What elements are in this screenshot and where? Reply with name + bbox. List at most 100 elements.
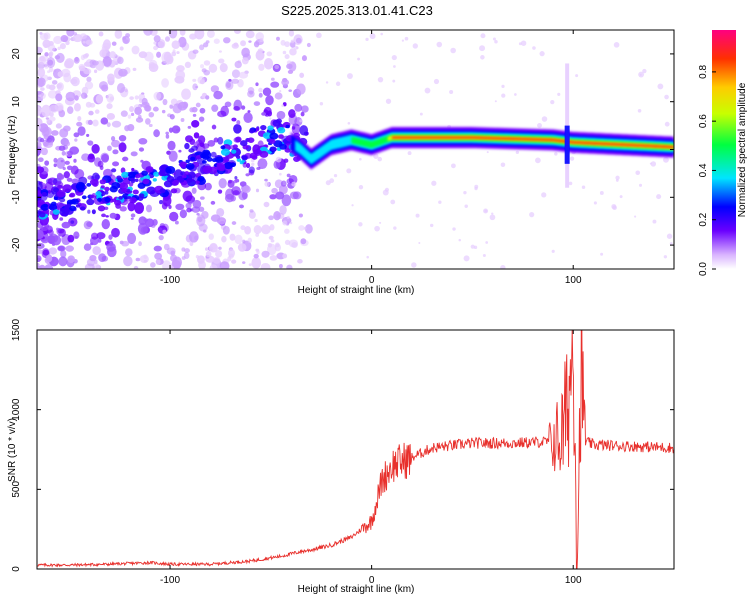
spectral-blob xyxy=(380,32,383,36)
spectral-blob xyxy=(210,151,217,158)
spectral-blob xyxy=(185,162,195,170)
spectral-blob xyxy=(57,228,65,234)
spectral-blob xyxy=(486,151,489,154)
spectral-blob xyxy=(306,42,311,48)
spectral-blob xyxy=(47,43,56,52)
spectral-blob xyxy=(127,171,137,179)
spectral-blob xyxy=(82,40,86,44)
spectral-blob xyxy=(266,51,273,57)
spectral-blob xyxy=(135,117,144,123)
spectral-blob xyxy=(44,52,49,57)
spectral-blob xyxy=(210,200,216,205)
spectral-blob xyxy=(197,255,205,264)
spectral-blob xyxy=(249,209,254,213)
spectral-blob xyxy=(237,243,247,252)
spectral-blob xyxy=(255,248,260,252)
spectral-blob xyxy=(37,166,45,174)
spectral-blob xyxy=(101,213,106,218)
spectral-blob xyxy=(51,130,59,136)
spectral-blob xyxy=(245,30,255,39)
spectral-blob xyxy=(138,241,142,247)
spectral-blob xyxy=(130,151,138,157)
spectral-blob xyxy=(199,107,206,114)
spectral-blob xyxy=(241,191,248,200)
spectral-blob xyxy=(194,30,205,40)
spectral-blob xyxy=(450,47,456,54)
spectral-blob xyxy=(179,209,187,219)
spectral-blob xyxy=(67,234,75,243)
spectral-blob xyxy=(48,233,59,243)
spectral-blob xyxy=(48,51,54,57)
spectral-blob xyxy=(192,78,197,82)
spectral-blob xyxy=(269,255,278,261)
spectral-blob xyxy=(39,212,46,218)
spectral-blob xyxy=(664,121,670,127)
spectral-blob xyxy=(401,39,405,42)
spectral-blob xyxy=(133,265,139,269)
spectral-blob xyxy=(298,213,303,218)
spectral-blob xyxy=(66,30,75,37)
spectral-blob xyxy=(101,218,111,230)
spectral-blob xyxy=(40,87,45,91)
spectral-blob xyxy=(474,186,478,191)
spectral-blob xyxy=(411,262,417,268)
spectral-blob xyxy=(359,157,362,161)
spectral-blob xyxy=(98,31,104,37)
colorbar-tick-label: 0.0 xyxy=(698,262,709,276)
spectral-blob xyxy=(520,40,527,46)
spectral-blob xyxy=(501,84,505,89)
spectral-blob xyxy=(247,110,251,113)
spectral-blob xyxy=(92,119,99,127)
spectral-blob xyxy=(551,249,555,253)
spectral-blob xyxy=(145,204,152,213)
spectral-blob xyxy=(153,45,159,51)
spectral-blob xyxy=(223,157,230,163)
spectral-blob xyxy=(216,207,225,217)
spectral-blob xyxy=(118,196,123,200)
spectral-blob xyxy=(239,204,244,209)
spectral-blob xyxy=(120,110,128,117)
spectral-blob xyxy=(539,51,545,57)
spectral-blob xyxy=(89,178,99,186)
spectral-blob xyxy=(170,98,178,106)
spectral-blob xyxy=(649,162,652,165)
spectral-blob xyxy=(263,201,270,208)
spectral-blob xyxy=(288,174,298,185)
spectral-blob xyxy=(532,46,536,50)
x-tick-label: 0 xyxy=(369,275,375,286)
spectral-blob xyxy=(244,225,252,235)
spectral-blob xyxy=(269,194,277,200)
spectral-blob xyxy=(128,182,134,187)
spectral-blob xyxy=(53,157,58,163)
spectral-blob xyxy=(73,57,80,64)
spectral-blob xyxy=(299,119,303,123)
spectral-blob xyxy=(216,217,227,225)
spectral-blob xyxy=(218,58,225,64)
spectral-blob xyxy=(38,55,46,65)
spectral-blob xyxy=(117,83,126,93)
spectral-blob xyxy=(228,78,232,82)
spectral-blob xyxy=(37,105,42,116)
spectral-blob xyxy=(415,213,420,218)
colorbar: 0.0 0.2 0.4 0.6 0.8 Normalized spectral ampl… xyxy=(698,30,748,276)
spectral-blob xyxy=(377,76,384,83)
spectral-blob xyxy=(195,180,200,184)
spectral-blob xyxy=(181,174,187,179)
spectral-blob xyxy=(200,153,207,159)
spectral-blob xyxy=(278,134,284,139)
spectral-blob xyxy=(227,179,235,188)
spectral-blob xyxy=(158,234,164,241)
spectral-blob xyxy=(211,124,217,130)
spectral-blob xyxy=(480,33,486,39)
spectral-blob xyxy=(105,215,109,218)
spectral-blob xyxy=(175,203,185,211)
spectral-blob xyxy=(106,93,115,103)
spectral-blob xyxy=(269,117,272,120)
spectral-ridge-band xyxy=(387,135,674,150)
spectral-blob xyxy=(118,68,128,77)
spectral-blob xyxy=(42,249,50,256)
spectral-blob xyxy=(218,178,227,189)
spectral-blob xyxy=(179,161,188,168)
spectral-blob xyxy=(162,195,172,207)
spectral-blob xyxy=(104,197,111,203)
